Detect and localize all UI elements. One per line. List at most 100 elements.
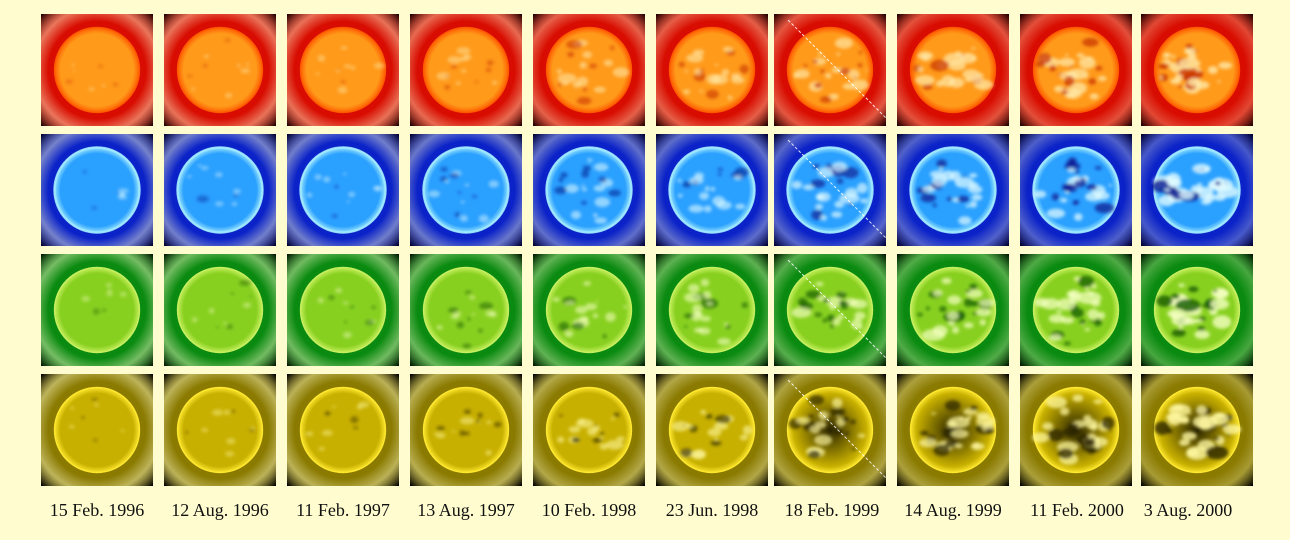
sun-image-red-3 (287, 14, 399, 126)
limb-glow (909, 266, 997, 354)
surface-features (428, 167, 499, 223)
limb-glow (545, 266, 633, 354)
surface-features (82, 170, 129, 210)
sun-image-blue-7 (774, 134, 886, 246)
solar-disk (54, 27, 140, 113)
limb-glow (176, 266, 264, 354)
surface-features (1035, 37, 1107, 100)
surface-features (557, 412, 625, 450)
sun-image-blue-1 (41, 134, 153, 246)
sun-image-green-1 (41, 254, 153, 366)
limb-glow (53, 26, 141, 114)
limb-glow (422, 26, 510, 114)
sun-image-yellow-1 (41, 374, 153, 486)
surface-features (185, 409, 256, 457)
limb-glow (909, 26, 997, 114)
surface-features (1151, 163, 1239, 207)
date-label: 3 Aug. 2000 (1143, 500, 1233, 520)
surface-features (917, 277, 995, 341)
surface-features (1156, 283, 1232, 339)
sun-image-green-9 (1020, 254, 1132, 366)
limb-glow (909, 146, 997, 234)
solar-disk (300, 27, 386, 113)
surface-features (919, 400, 996, 456)
sun-image-blue-6 (656, 134, 768, 246)
solar-disk (787, 27, 873, 113)
solar-disk (177, 27, 263, 113)
surface-features (68, 397, 125, 442)
sun-image-blue-10 (1141, 134, 1253, 246)
surface-features (306, 172, 383, 218)
sun-image-red-8 (897, 14, 1009, 126)
sun-image-green-7 (774, 254, 886, 366)
limb-glow (786, 266, 874, 354)
surface-features (791, 281, 868, 330)
limb-glow (545, 146, 633, 234)
date-label: 11 Feb. 1997 (296, 500, 390, 520)
roll-artifact-line (787, 19, 886, 119)
sun-image-green-8 (897, 254, 1009, 366)
sun-image-yellow-7 (774, 374, 886, 486)
limb-glow (1032, 386, 1120, 474)
surface-features (913, 47, 994, 90)
limb-glow (1153, 266, 1241, 354)
date-label: 11 Feb. 2000 (1030, 500, 1124, 520)
solar-disk (300, 147, 386, 233)
sun-image-yellow-4 (410, 374, 522, 486)
limb-glow (786, 26, 874, 114)
limb-glow (299, 146, 387, 234)
limb-glow (668, 26, 756, 114)
limb-glow (53, 266, 141, 354)
surface-features (1033, 157, 1115, 221)
limb-glow (176, 146, 264, 234)
limb-glow (909, 386, 997, 474)
surface-features (191, 279, 252, 330)
sun-image-red-5 (533, 14, 645, 126)
limb-glow (422, 386, 510, 474)
limb-glow (422, 146, 510, 234)
surface-features (916, 159, 983, 226)
surface-features (1158, 44, 1233, 94)
solar-disk (177, 267, 263, 353)
date-label: 12 Aug. 1996 (171, 500, 269, 520)
sun-image-green-10 (1141, 254, 1253, 366)
sun-image-red-7 (774, 14, 886, 126)
limb-glow (176, 386, 264, 474)
date-label: 18 Feb. 1999 (784, 500, 880, 520)
sun-image-blue-3 (287, 134, 399, 246)
surface-features (678, 46, 749, 100)
sun-image-yellow-8 (897, 374, 1009, 486)
surface-features (1034, 275, 1106, 346)
date-label: 13 Aug. 1997 (417, 500, 515, 520)
sun-image-green-5 (533, 254, 645, 366)
date-label: 23 Jun. 1998 (665, 500, 759, 520)
sun-image-red-4 (410, 14, 522, 126)
sun-image-yellow-3 (287, 374, 399, 486)
sun-image-blue-9 (1020, 134, 1132, 246)
sun-image-yellow-6 (656, 374, 768, 486)
surface-features (436, 47, 498, 90)
sun-image-red-9 (1020, 14, 1132, 126)
surface-features (552, 281, 628, 339)
limb-glow (53, 146, 141, 234)
date-label: 14 Aug. 1999 (904, 500, 1002, 520)
sun-image-yellow-2 (164, 374, 276, 486)
solar-disk (54, 387, 140, 473)
limb-glow (668, 266, 756, 354)
limb-glow (299, 26, 387, 114)
limb-glow (1153, 26, 1241, 114)
limb-glow (299, 386, 387, 474)
surface-features (791, 161, 869, 221)
solar-disk (546, 147, 632, 233)
sun-image-green-2 (164, 254, 276, 366)
sun-image-red-10 (1141, 14, 1253, 126)
roll-artifact-line (787, 259, 886, 359)
surface-features (683, 278, 748, 346)
surface-features (186, 164, 241, 207)
solar-disk (787, 267, 873, 353)
sun-image-blue-4 (410, 134, 522, 246)
limb-glow (786, 386, 874, 474)
limb-glow (1032, 146, 1120, 234)
solar-disk (300, 387, 386, 473)
